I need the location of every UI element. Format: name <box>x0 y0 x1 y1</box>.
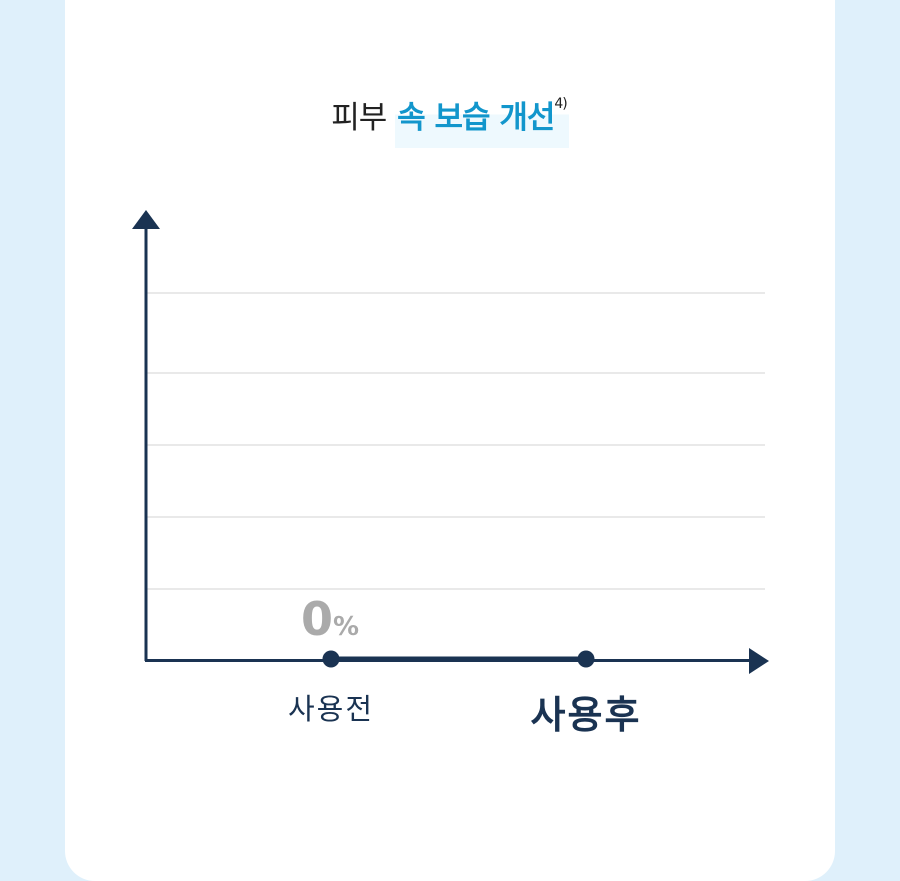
title-highlight: 속 보습 개선4) <box>395 96 569 148</box>
data-point-1 <box>577 650 595 668</box>
value-number: 0 <box>300 592 333 646</box>
title-footnote: 4) <box>554 96 567 112</box>
data-point-0 <box>322 650 340 668</box>
title-highlight-text: 속 보습 개선 <box>397 100 555 136</box>
x-label-after: 사용후 <box>530 693 642 737</box>
x-label-before: 사용전 <box>287 692 375 726</box>
title-prefix: 피부 <box>331 100 387 136</box>
value-label: 0% <box>270 594 390 652</box>
y-axis-arrow-icon <box>132 210 160 229</box>
chart-title: 피부 속 보습 개선4) <box>0 92 900 148</box>
x-axis-arrow-icon <box>749 648 769 674</box>
value-unit: % <box>332 612 360 642</box>
